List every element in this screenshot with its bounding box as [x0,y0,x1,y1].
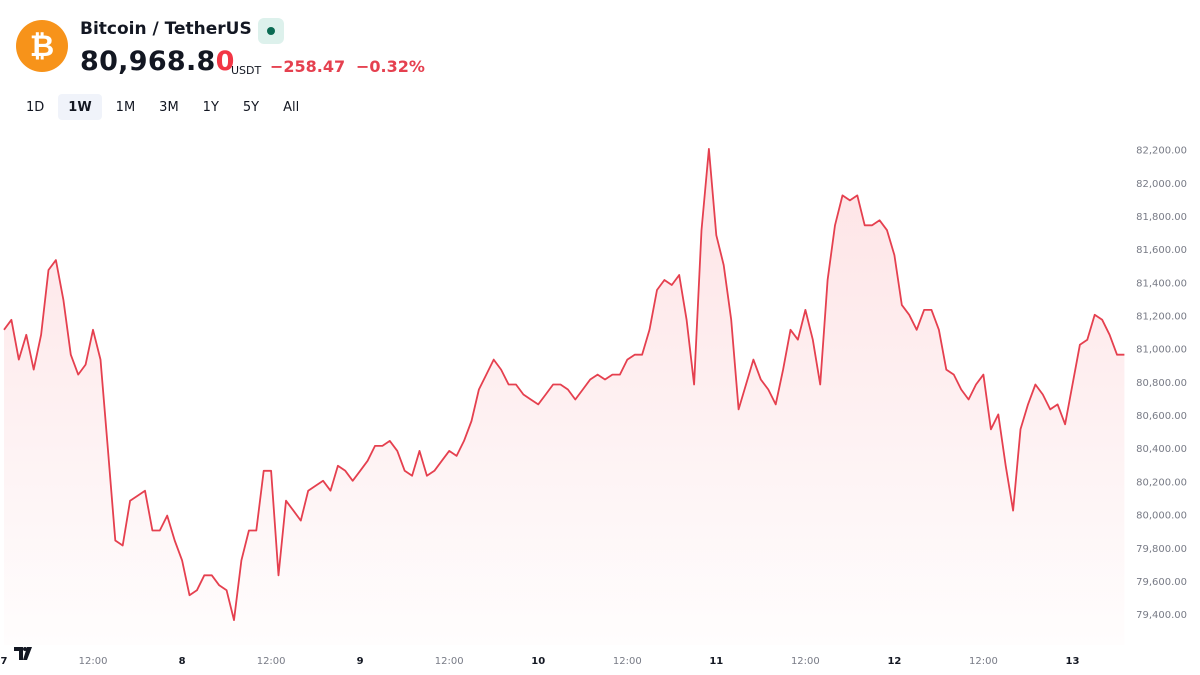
price-tick: 0 [215,46,235,77]
range-button[interactable]: 1D [16,94,54,120]
range-button[interactable]: 5Y [233,94,269,120]
range-button[interactable]: 3M [149,94,189,120]
y-tick-label: 81,600.00 [1136,245,1187,256]
y-tick-label: 81,800.00 [1136,212,1187,223]
x-tick-label: 12:00 [435,656,464,667]
y-tick-label: 80,000.00 [1136,511,1187,522]
currency: USDT [231,64,262,77]
range-bar: 1D 1W 1M 3M 1Y 5Y All [16,94,309,120]
tv-logo [14,647,32,660]
range-button[interactable]: 1Y [193,94,229,120]
symbol: Bitcoin / TetherUS [80,19,252,39]
change: −258.47 [270,57,346,76]
range-button[interactable]: 1M [106,94,146,120]
price-main: 80,968.8 [80,46,216,77]
status-dot [258,18,284,44]
y-tick-label: 79,600.00 [1136,577,1187,588]
x-tick-label: 12:00 [791,656,820,667]
y-tick-label: 80,800.00 [1136,378,1187,389]
x-tick-label: 8 [179,656,186,667]
y-tick-label: 81,400.00 [1136,278,1187,289]
y-tick-label: 80,400.00 [1136,444,1187,455]
x-tick-label: 7 [1,656,8,667]
price-line [3,148,1125,621]
y-tick-label: 81,000.00 [1136,345,1187,356]
x-tick-label: 12 [887,656,901,667]
coin-logo: ₿ [16,20,68,72]
x-tick-label: 12:00 [613,656,642,667]
y-tick-label: 79,800.00 [1136,544,1187,555]
area-fill [4,148,1125,645]
x-tick-label: 12:00 [257,656,286,667]
y-tick-label: 82,000.00 [1136,179,1187,190]
x-tick-label: 12:00 [79,656,108,667]
range-button[interactable]: 1W [58,94,102,120]
y-tick-label: 79,400.00 [1136,610,1187,621]
y-tick-label: 80,200.00 [1136,477,1187,488]
x-tick-label: 11 [709,656,723,667]
x-tick-label: 9 [357,656,364,667]
x-tick-label: 13 [1066,656,1080,667]
y-tick-label: 80,600.00 [1136,411,1187,422]
y-tick-label: 82,200.00 [1136,146,1187,157]
y-tick-label: 81,200.00 [1136,312,1187,323]
x-tick-label: 10 [531,656,545,667]
price: 80,968.80 [80,46,235,77]
range-button[interactable]: All [273,94,309,120]
change-percent: −0.32% [356,57,425,76]
x-tick-label: 12:00 [969,656,998,667]
